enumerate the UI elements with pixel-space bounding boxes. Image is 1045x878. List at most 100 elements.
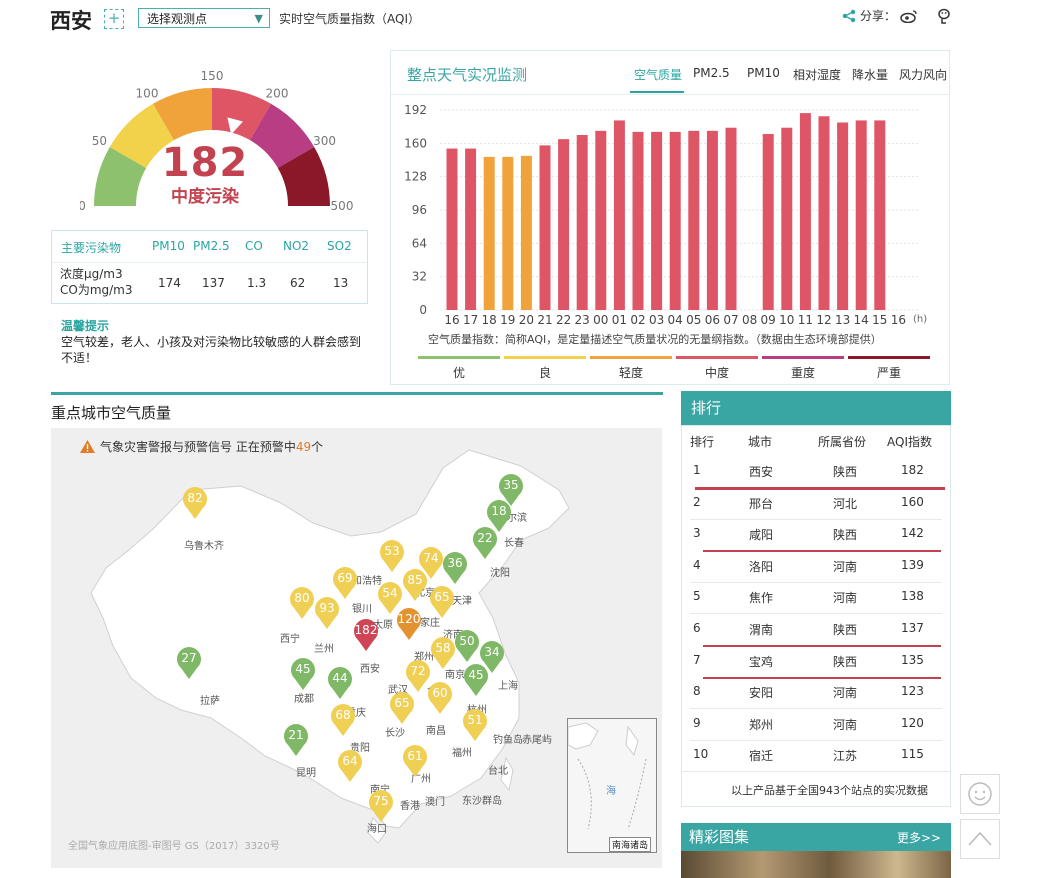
map-aqi-pin[interactable]: 53: [378, 539, 406, 573]
ranking-province: 江苏: [833, 749, 858, 763]
weibo-icon[interactable]: [900, 9, 918, 23]
wechat-icon[interactable]: [934, 8, 954, 24]
chart-bar[interactable]: [502, 156, 514, 310]
map-aqi-pin[interactable]: 74: [417, 546, 445, 580]
map-city-label: 天津: [452, 596, 472, 607]
map-aqi-pin[interactable]: 80: [288, 586, 316, 620]
station-select[interactable]: 选择观测点 ▼: [138, 8, 270, 28]
map-city-label: 海口: [367, 824, 387, 835]
chart-bar[interactable]: [855, 120, 867, 311]
chart-bar[interactable]: [446, 148, 458, 310]
chart-description: 空气质量指数：简称AQI，是定量描述空气质量状况的无量纲指数。（数据由生态环境部…: [428, 333, 882, 346]
china-aqi-map[interactable]: [51, 428, 662, 868]
chart-bar[interactable]: [483, 156, 495, 310]
chart-separator: [391, 94, 949, 95]
chart-bar[interactable]: [706, 130, 718, 310]
chevron-down-icon: ▼: [254, 12, 263, 25]
map-aqi-pin[interactable]: 36: [441, 551, 469, 585]
feedback-button[interactable]: [960, 774, 1000, 814]
map-aqi-pin[interactable]: 50: [453, 629, 481, 663]
chart-bar[interactable]: [799, 113, 811, 310]
map-aqi-pin[interactable]: 93: [313, 596, 341, 630]
chart-bar[interactable]: [725, 127, 737, 310]
chart-bar[interactable]: [688, 130, 700, 310]
ranking-city[interactable]: 宝鸡: [749, 655, 774, 669]
section-divider: [51, 392, 663, 395]
chart-bar[interactable]: [837, 122, 849, 311]
share-label: 分享：: [860, 9, 897, 23]
map-aqi-pin[interactable]: 65: [428, 585, 456, 619]
map-aqi-pin[interactable]: 58: [429, 636, 457, 670]
tab-wind[interactable]: 风力风向: [899, 68, 948, 82]
map-aqi-pin[interactable]: 68: [329, 703, 357, 737]
chart-bar[interactable]: [520, 155, 532, 310]
chart-bar[interactable]: [539, 145, 551, 310]
map-aqi-pin[interactable]: 82: [181, 486, 209, 520]
map-aqi-pin[interactable]: 182: [352, 618, 380, 652]
map-aqi-pin[interactable]: 65: [388, 691, 416, 725]
ranking-province: 河南: [833, 686, 858, 700]
chart-bar[interactable]: [465, 148, 477, 310]
chart-bar[interactable]: [669, 131, 681, 310]
tab-humidity[interactable]: 相对湿度: [793, 68, 842, 82]
ranking-city[interactable]: 西安: [749, 465, 774, 479]
chart-bar[interactable]: [762, 133, 774, 310]
warning-banner[interactable]: 气象灾害警报与预警信号 正在预警中49个: [80, 438, 323, 455]
map-aqi-pin[interactable]: 51: [461, 708, 489, 742]
share-icon[interactable]: [842, 9, 856, 23]
pollutant-value-pm25: 137: [202, 276, 225, 290]
map-aqi-pin[interactable]: 61: [401, 744, 429, 778]
map-aqi-pin[interactable]: 44: [326, 666, 354, 700]
map-aqi-pin[interactable]: 64: [336, 749, 364, 783]
map-aqi-pin[interactable]: 45: [462, 663, 490, 697]
map-aqi-pin[interactable]: 54: [376, 581, 404, 615]
tab-pm10[interactable]: PM10: [747, 66, 780, 80]
gallery-more-link[interactable]: 更多>>: [897, 831, 942, 845]
ranking-footer-divider: [681, 771, 951, 772]
ranking-city[interactable]: 焦作: [749, 591, 774, 605]
chart-bar[interactable]: [595, 130, 607, 310]
chart-bar[interactable]: [632, 131, 644, 310]
map-aqi-pin[interactable]: 45: [289, 657, 317, 691]
gallery-image[interactable]: [681, 851, 951, 878]
map-aqi-pin[interactable]: 34: [478, 640, 506, 674]
chart-bar[interactable]: [651, 131, 663, 310]
map-aqi-pin[interactable]: 69: [331, 566, 359, 600]
map-aqi-pin[interactable]: 60: [426, 681, 454, 715]
tab-aqi[interactable]: 空气质量: [634, 68, 683, 82]
back-to-top-button[interactable]: [960, 819, 1000, 859]
chart-bar[interactable]: [781, 127, 793, 310]
tab-precipitation[interactable]: 降水量: [852, 68, 889, 82]
ranking-city[interactable]: 咸阳: [749, 528, 774, 542]
chart-x-tick: 00: [593, 313, 608, 327]
map-aqi-pin[interactable]: 27: [175, 646, 203, 680]
map-aqi-pin[interactable]: 72: [404, 659, 432, 693]
ranking-city[interactable]: 郑州: [749, 718, 774, 732]
map-city-label: 台北: [488, 766, 508, 777]
chart-bar[interactable]: [558, 139, 570, 310]
plus-icon[interactable]: +: [104, 9, 124, 29]
ranking-city[interactable]: 宿迁: [749, 749, 774, 763]
chart-bar[interactable]: [874, 120, 886, 311]
chart-bar[interactable]: [613, 120, 625, 311]
pollutant-row-label: 浓度μg/m3 CO为mg/m3: [60, 267, 133, 297]
map-aqi-pin[interactable]: 85: [401, 568, 429, 602]
ranking-city[interactable]: 渭南: [749, 623, 774, 637]
map-aqi-pin[interactable]: 75: [367, 789, 395, 823]
map-aqi-pin[interactable]: 35: [497, 473, 525, 507]
map-aqi-pin[interactable]: 120: [395, 607, 423, 641]
pollutant-value-co: 1.3: [247, 276, 267, 290]
legend-swatch: [762, 356, 844, 359]
map-aqi-pin[interactable]: 22: [471, 526, 499, 560]
inset-label: 南海诸岛: [609, 837, 652, 852]
map-aqi-pin[interactable]: 21: [282, 723, 310, 757]
tab-pm25[interactable]: PM2.5: [693, 66, 730, 80]
ranking-city[interactable]: 洛阳: [749, 560, 774, 574]
ranking-city[interactable]: 安阳: [749, 686, 774, 700]
chart-y-tick: 32: [412, 270, 427, 284]
chart-bar[interactable]: [576, 135, 588, 310]
ranking-city[interactable]: 邢台: [749, 497, 774, 511]
map-aqi-pin[interactable]: 18: [485, 499, 513, 533]
chart-bar[interactable]: [818, 116, 830, 310]
pollutant-header-pm10: PM10: [152, 239, 185, 253]
